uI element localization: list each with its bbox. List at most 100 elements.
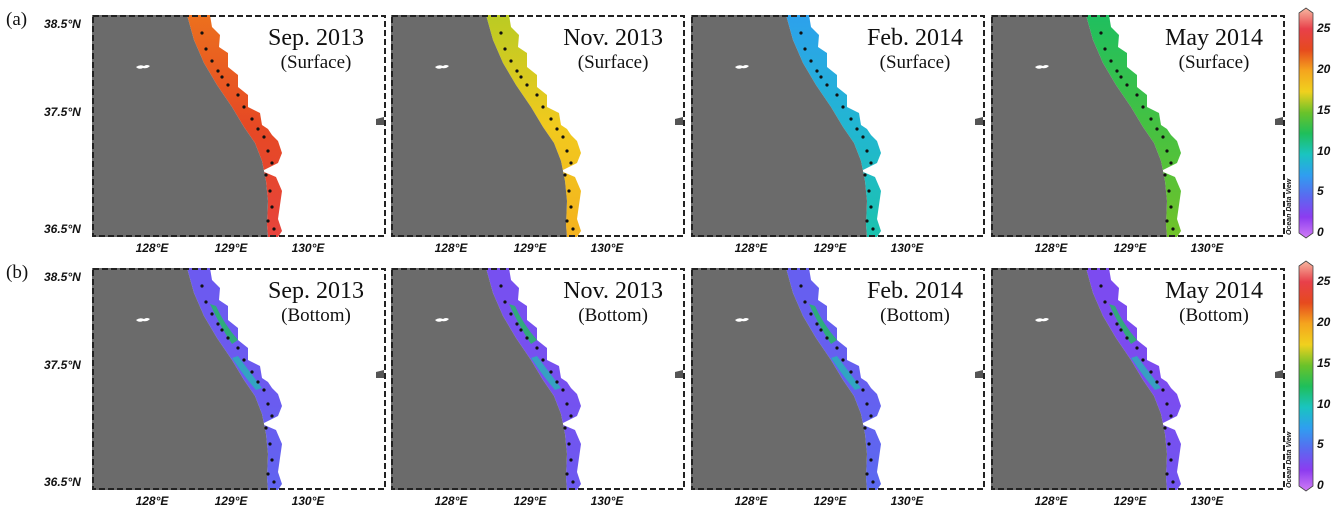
panel-date: Nov. 2013 (563, 278, 663, 304)
longitude-label: 128°E (434, 241, 468, 255)
station-dot (863, 426, 867, 430)
map-svg (691, 268, 985, 490)
island-icon (136, 318, 150, 322)
station-dot (1169, 414, 1173, 418)
edge-marker-icon (1275, 117, 1283, 125)
data-coverage (486, 268, 581, 490)
longitude-label: 129°E (214, 241, 248, 255)
longitude-label: 130°E (590, 241, 624, 255)
station-dot (861, 388, 865, 392)
station-dot (549, 117, 553, 121)
panel-layer: (Bottom) (281, 305, 351, 326)
edge-marker-icon (376, 117, 384, 125)
station-dot (567, 442, 571, 446)
station-dot (815, 69, 819, 73)
island-icon (1035, 318, 1049, 322)
station-dot (865, 402, 869, 406)
station-dot (803, 47, 807, 51)
station-dot (1171, 480, 1175, 484)
data-coverage (786, 15, 881, 237)
station-dot (1163, 426, 1167, 430)
station-dot (835, 93, 839, 97)
station-dot (256, 380, 260, 384)
station-dot (1169, 161, 1173, 165)
longitude-label: 128°E (734, 241, 768, 255)
station-dot (1109, 59, 1113, 63)
panel-date: Feb. 2014 (867, 25, 963, 51)
colorbar-gradient (1298, 7, 1314, 239)
panel-layer: (Bottom) (578, 305, 648, 326)
panel-layer: (Surface) (577, 52, 649, 73)
longitude-label: 129°E (813, 241, 847, 255)
map-panel: Nov. 2013 (Surface) (391, 15, 685, 237)
station-dot (1125, 336, 1129, 340)
station-dot (1169, 458, 1173, 462)
colorbar-gradient (1298, 260, 1314, 492)
station-dot (1149, 117, 1153, 121)
station-dot (809, 312, 813, 316)
colorbar-credit: Ocean Data View (1286, 178, 1293, 235)
station-dot (867, 189, 871, 193)
station-dot (819, 328, 823, 332)
station-dot (863, 173, 867, 177)
panel-frame (991, 268, 1285, 490)
map-panel: Nov. 2013 (Bottom) (391, 268, 685, 490)
station-dot (1119, 75, 1123, 79)
station-dot (555, 380, 559, 384)
station-dot (1115, 69, 1119, 73)
panel-date: Nov. 2013 (563, 25, 663, 51)
station-dot (525, 336, 529, 340)
colorbar-tick: 15 (1317, 102, 1331, 117)
land-mass (92, 15, 268, 237)
longitude-label: 130°E (890, 241, 924, 255)
panel-frame (391, 15, 685, 237)
map-svg (391, 268, 685, 490)
colorbar-tick: 15 (1317, 355, 1331, 370)
station-dot (268, 442, 272, 446)
station-dot (210, 312, 214, 316)
station-dot (1099, 284, 1103, 288)
station-dot (262, 388, 266, 392)
panel-title: Feb. 2014 (Bottom) (867, 278, 963, 328)
map-svg (691, 15, 985, 237)
map-svg (92, 15, 386, 237)
station-dot (541, 105, 545, 109)
station-dot (549, 370, 553, 374)
station-dot (855, 127, 859, 131)
station-dot (841, 358, 845, 362)
station-dot (569, 205, 573, 209)
station-dot (799, 284, 803, 288)
latitude-label: 36.5°N (44, 475, 81, 489)
map-svg (92, 268, 386, 490)
station-dot (266, 402, 270, 406)
station-dot (256, 127, 260, 131)
longitude-label: 130°E (590, 494, 624, 508)
station-dot (200, 31, 204, 35)
coastal-gradient (210, 304, 238, 344)
station-dot (565, 149, 569, 153)
coastal-gradient (509, 304, 537, 344)
island-icon (1035, 65, 1049, 69)
panel-frame (691, 15, 985, 237)
station-dot (242, 105, 246, 109)
coastal-gradient (809, 304, 837, 344)
station-dot (1125, 83, 1129, 87)
edge-marker-icon (376, 370, 384, 378)
map-panel: Sep. 2013 (Surface) (92, 15, 386, 237)
data-coverage (1086, 268, 1181, 490)
station-dot (865, 472, 869, 476)
station-dot (519, 75, 523, 79)
station-dot (815, 322, 819, 326)
latitude-label: 37.5°N (44, 105, 81, 119)
station-dot (535, 346, 539, 350)
panel-layer: (Surface) (280, 52, 352, 73)
longitude-label: 128°E (135, 494, 169, 508)
station-dot (835, 346, 839, 350)
colorbar-tick: 0 (1317, 225, 1324, 239)
edge-marker-icon (675, 370, 683, 378)
station-dot (569, 161, 573, 165)
station-dot (565, 402, 569, 406)
edge-marker-icon (975, 370, 983, 378)
station-dot (220, 75, 224, 79)
colorbar-tick: 10 (1317, 143, 1331, 158)
